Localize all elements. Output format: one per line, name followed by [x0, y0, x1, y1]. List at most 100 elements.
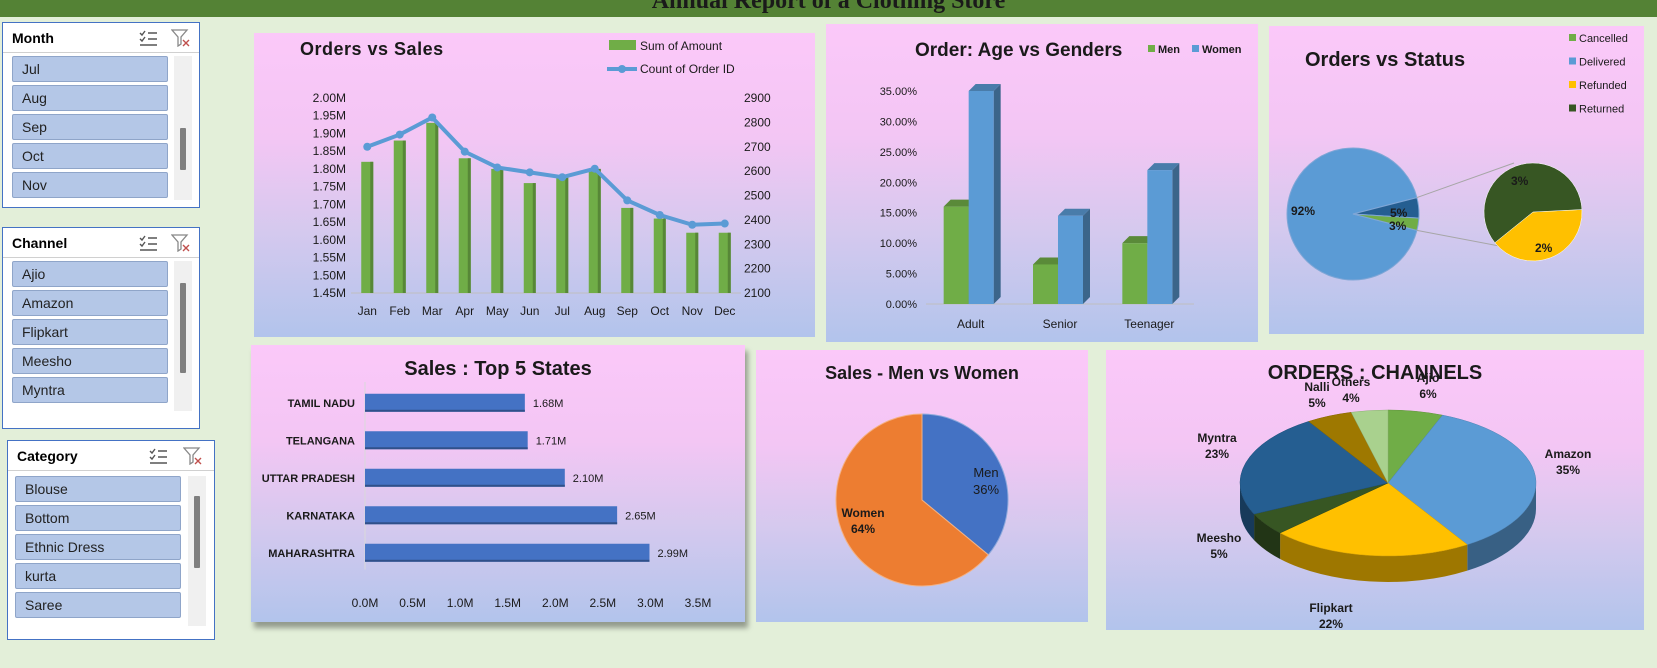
slice-label: Men — [973, 465, 998, 480]
slicer-item-bottom[interactable]: Bottom — [15, 505, 181, 531]
x-tick-label: Dec — [714, 304, 735, 318]
slicer-item-oct[interactable]: Oct — [12, 143, 168, 169]
orders-vs-sales-chart[interactable]: Orders vs Sales 1.45M 1.50M 1.55M 1.60M 1.65M… — [254, 33, 815, 337]
y-tick-label: 30.00% — [880, 116, 918, 128]
multi-select-icon[interactable] — [138, 234, 158, 252]
channel-slicer[interactable]: Channel Ajio Amazon Flipkart Meesho Mynt… — [2, 227, 200, 429]
line-point — [363, 142, 372, 151]
slicer-item-myntra[interactable]: Myntra — [12, 377, 168, 403]
pie-side-myntra — [1240, 483, 1255, 541]
bar-side-shade — [532, 183, 536, 293]
slicer-item-kurta[interactable]: kurta — [15, 563, 181, 589]
legend-swatch-sum-of-amount — [609, 40, 636, 50]
slicer-scrollbar[interactable] — [174, 56, 192, 200]
x-tick-label: 0.5M — [399, 596, 426, 610]
y2-tick-label: 2200 — [744, 262, 771, 276]
data-label: 2.99M — [657, 548, 688, 560]
bar-3d-side — [1172, 163, 1180, 304]
legend-label: Refunded — [1579, 80, 1627, 92]
x-tick-label: 2.0M — [542, 596, 569, 610]
month-slicer[interactable]: Month Jul Aug Sep Oct Nov — [2, 22, 200, 208]
slicer-item-saree[interactable]: Saree — [15, 592, 181, 618]
pie-slice-flipkart — [1279, 482, 1468, 557]
multi-select-icon[interactable] — [138, 29, 158, 47]
slicer-item-blouse[interactable]: Blouse — [15, 476, 181, 502]
x-tick-label: Oct — [650, 304, 669, 318]
men-vs-women-svg: Sales - Men vs Women Men 36% Women 64% — [825, 363, 1019, 587]
pie-slice-men — [921, 413, 1009, 556]
slice-label: 4% — [1342, 391, 1360, 405]
bar-shade — [365, 409, 525, 412]
pie-slice-refunded — [1494, 209, 1583, 262]
legend-label: Men — [1158, 44, 1180, 56]
clear-filter-icon[interactable] — [171, 234, 191, 252]
line-point — [428, 113, 437, 122]
clear-filter-icon[interactable] — [171, 29, 191, 47]
pie-slice-amazon — [1387, 414, 1537, 545]
category-slicer[interactable]: Category Blouse Bottom Ethnic Dress kurt… — [7, 440, 215, 640]
slice-label: 5% — [1210, 547, 1228, 561]
legend-marker — [618, 65, 626, 73]
legend-swatch-cancelled — [1569, 34, 1576, 41]
x-tick-label: Teenager — [1124, 317, 1174, 331]
scrollbar-thumb[interactable] — [194, 496, 200, 568]
chart-title: ORDERS : CHANNELS — [1268, 362, 1482, 384]
slicer-item-ethnic-dress[interactable]: Ethnic Dress — [15, 534, 181, 560]
orders-vs-status-chart[interactable]: Orders vs Status 92% 5% 3% 3% 2% Cancelled Deli… — [1269, 26, 1644, 334]
slicer-item-meesho[interactable]: Meesho — [12, 348, 168, 374]
line-point — [655, 211, 664, 219]
x-tick-label: Aug — [584, 304, 605, 318]
y2-tick-label: 2100 — [744, 286, 771, 300]
slicer-item-flipkart[interactable]: Flipkart — [12, 319, 168, 345]
legend-label: Sum of Amount — [640, 39, 723, 53]
slice-label: Amazon — [1545, 447, 1592, 461]
y-tick-label: 35.00% — [880, 86, 918, 98]
bar-telangana — [365, 431, 528, 450]
top5-states-chart[interactable]: Sales : Top 5 States TAMIL NADU 1.68M TELAN… — [251, 345, 745, 622]
slicer-item-nov[interactable]: Nov — [12, 172, 168, 198]
bar-side-shade — [695, 232, 699, 293]
bar-3d-top — [1147, 163, 1180, 171]
y-tick-label: 1.75M — [313, 180, 346, 194]
slicer-item-sep[interactable]: Sep — [12, 114, 168, 140]
bar-side-shade — [662, 218, 666, 293]
slicer-scrollbar[interactable] — [174, 261, 192, 411]
men-vs-women-chart[interactable]: Sales - Men vs Women Men 36% Women 64% — [756, 350, 1088, 622]
y-tick-label: 1.65M — [313, 215, 346, 229]
orders-channels-chart[interactable]: ORDERS : CHANNELS Ajio 6% Amazon 35% Flipkart… — [1106, 350, 1644, 631]
x-tick-label: Nov — [682, 304, 703, 318]
legend-label: Cancelled — [1579, 33, 1628, 45]
y-tick-label: 5.00% — [886, 269, 917, 281]
bar-karnataka — [365, 506, 618, 525]
scrollbar-thumb[interactable] — [180, 128, 186, 170]
chart-title: Orders vs Status — [1305, 49, 1465, 71]
pie-side-amazon — [1467, 483, 1536, 571]
slicer-scrollbar[interactable] — [188, 476, 206, 626]
slice-label: 92% — [1291, 204, 1315, 218]
bar-uttar-pradesh — [365, 468, 565, 487]
pie-slice-returned — [1483, 162, 1583, 244]
clear-filter-icon[interactable] — [183, 447, 203, 465]
pie-side-meesho — [1254, 514, 1281, 559]
slicer-item-jul[interactable]: Jul — [12, 56, 168, 82]
pie-side-flipkart — [1280, 532, 1468, 582]
bar-3d-top — [968, 84, 1001, 91]
x-tick-label: Senior — [1043, 317, 1078, 331]
age-vs-gender-chart[interactable]: Order: Age vs Genders 0.00% 5.00% 10.00% 15.… — [826, 24, 1258, 342]
slice-label: Nalli — [1304, 380, 1329, 394]
bar-tamil-nadu — [365, 393, 525, 412]
y-tick-label: 1.50M — [313, 268, 346, 282]
slicer-item-ajio[interactable]: Ajio — [12, 261, 168, 287]
x-tick-label: Mar — [422, 304, 443, 318]
slicer-item-amazon[interactable]: Amazon — [12, 290, 168, 316]
scrollbar-thumb[interactable] — [180, 283, 186, 373]
pie-slice-myntra — [1239, 421, 1389, 515]
y-tick-label: 2.00M — [313, 91, 346, 105]
x-tick-label: 0.0M — [352, 596, 379, 610]
bar-side-shade — [370, 161, 374, 293]
slicer-item-aug[interactable]: Aug — [12, 85, 168, 111]
y-tick-label: 1.95M — [313, 109, 346, 123]
multi-select-icon[interactable] — [148, 447, 168, 465]
bar-men — [943, 206, 969, 304]
